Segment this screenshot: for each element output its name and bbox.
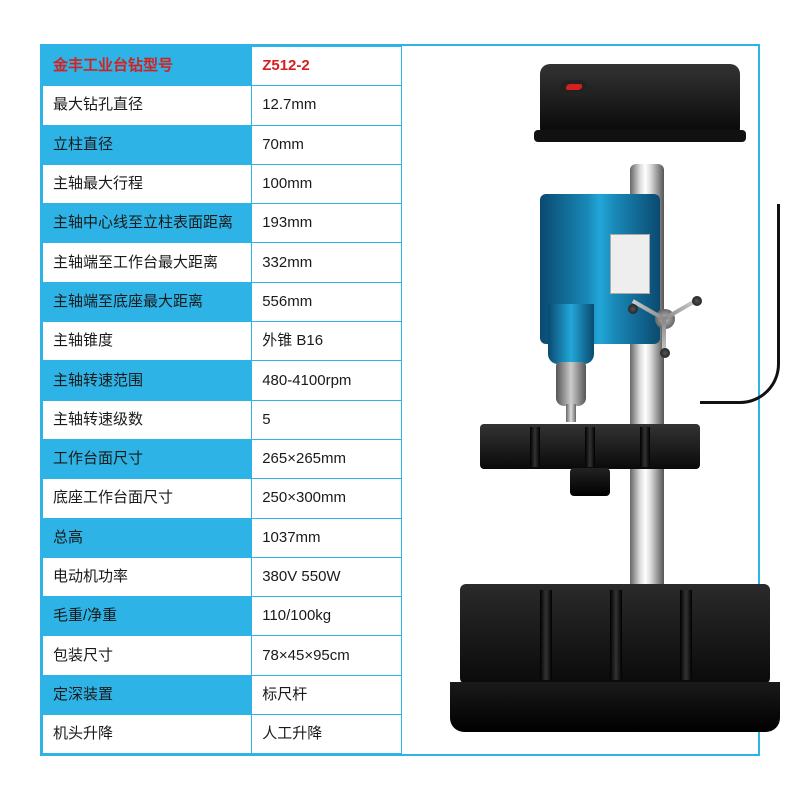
spec-value: 250×300mm (252, 479, 402, 518)
chuck-tip (566, 404, 576, 422)
spec-value: 标尺杆 (252, 675, 402, 714)
spec-label: 主轴中心线至立柱表面距离 (43, 204, 252, 243)
spec-value: 70mm (252, 125, 402, 164)
spindle-housing (548, 304, 594, 364)
spec-label: 包装尺寸 (43, 636, 252, 675)
spec-row: 主轴转速级数5 (43, 400, 402, 439)
spec-label: 主轴锥度 (43, 322, 252, 361)
spec-row: 包装尺寸78×45×95cm (43, 636, 402, 675)
spec-label: 毛重/净重 (43, 597, 252, 636)
handwheel-ball (660, 348, 670, 358)
spec-value: 265×265mm (252, 439, 402, 478)
drill-base (450, 584, 780, 734)
spec-row: 机头升降人工升降 (43, 715, 402, 754)
spec-row: 主轴端至工作台最大距离332mm (43, 243, 402, 282)
feed-handwheel (630, 284, 700, 354)
worktable-top (480, 424, 700, 469)
handwheel-ball (692, 296, 702, 306)
base-slot (540, 590, 552, 680)
spec-value: 12.7mm (252, 86, 402, 125)
spec-value: 556mm (252, 282, 402, 321)
spec-label: 底座工作台面尺寸 (43, 479, 252, 518)
spec-row: 底座工作台面尺寸250×300mm (43, 479, 402, 518)
spec-value: 外锥 B16 (252, 322, 402, 361)
spec-label: 主轴转速级数 (43, 400, 252, 439)
spec-value: 193mm (252, 204, 402, 243)
base-slot (680, 590, 692, 680)
spec-row: 主轴最大行程100mm (43, 164, 402, 203)
spec-table: 金丰工业台钻型号Z512-2最大钻孔直径12.7mm立柱直径70mm主轴最大行程… (42, 46, 402, 754)
head-rim (534, 130, 746, 142)
spec-row: 电动机功率380V 550W (43, 557, 402, 596)
brand-badge (560, 80, 588, 96)
spec-value: 1037mm (252, 518, 402, 557)
spec-value: Z512-2 (252, 47, 402, 86)
spec-label: 主轴最大行程 (43, 164, 252, 203)
handwheel-ball (628, 304, 638, 314)
drill-press-illustration (430, 44, 780, 754)
spec-label: 主轴端至底座最大距离 (43, 282, 252, 321)
spec-label: 机头升降 (43, 715, 252, 754)
spec-row: 立柱直径70mm (43, 125, 402, 164)
spec-label: 定深装置 (43, 675, 252, 714)
power-cable (700, 204, 780, 404)
base-front (450, 682, 780, 732)
spec-row: 主轴转速范围480-4100rpm (43, 361, 402, 400)
work-table (480, 424, 700, 494)
spec-label: 立柱直径 (43, 125, 252, 164)
spec-value: 332mm (252, 243, 402, 282)
spec-value: 110/100kg (252, 597, 402, 636)
t-slot (585, 427, 595, 467)
base-top (460, 584, 770, 684)
spec-row: 主轴锥度外锥 B16 (43, 322, 402, 361)
spec-label: 总高 (43, 518, 252, 557)
spec-row: 主轴端至底座最大距离556mm (43, 282, 402, 321)
spec-row: 毛重/净重110/100kg (43, 597, 402, 636)
t-slot (640, 427, 650, 467)
spec-label: 主轴转速范围 (43, 361, 252, 400)
worktable-neck (570, 468, 610, 496)
spec-label: 主轴端至工作台最大距离 (43, 243, 252, 282)
spec-value: 380V 550W (252, 557, 402, 596)
spec-row: 总高1037mm (43, 518, 402, 557)
spec-value: 人工升降 (252, 715, 402, 754)
spec-value: 100mm (252, 164, 402, 203)
spec-label: 金丰工业台钻型号 (43, 47, 252, 86)
spec-label: 最大钻孔直径 (43, 86, 252, 125)
spec-row: 最大钻孔直径12.7mm (43, 86, 402, 125)
head-cover (540, 64, 740, 134)
spec-label: 工作台面尺寸 (43, 439, 252, 478)
spec-label: 电动机功率 (43, 557, 252, 596)
spec-row: 定深装置标尺杆 (43, 675, 402, 714)
spec-row: 主轴中心线至立柱表面距离193mm (43, 204, 402, 243)
t-slot (530, 427, 540, 467)
spec-value: 5 (252, 400, 402, 439)
base-slot (610, 590, 622, 680)
spec-value: 78×45×95cm (252, 636, 402, 675)
spec-value: 480-4100rpm (252, 361, 402, 400)
spec-row: 金丰工业台钻型号Z512-2 (43, 47, 402, 86)
spec-row: 工作台面尺寸265×265mm (43, 439, 402, 478)
drill-chuck (556, 362, 586, 406)
